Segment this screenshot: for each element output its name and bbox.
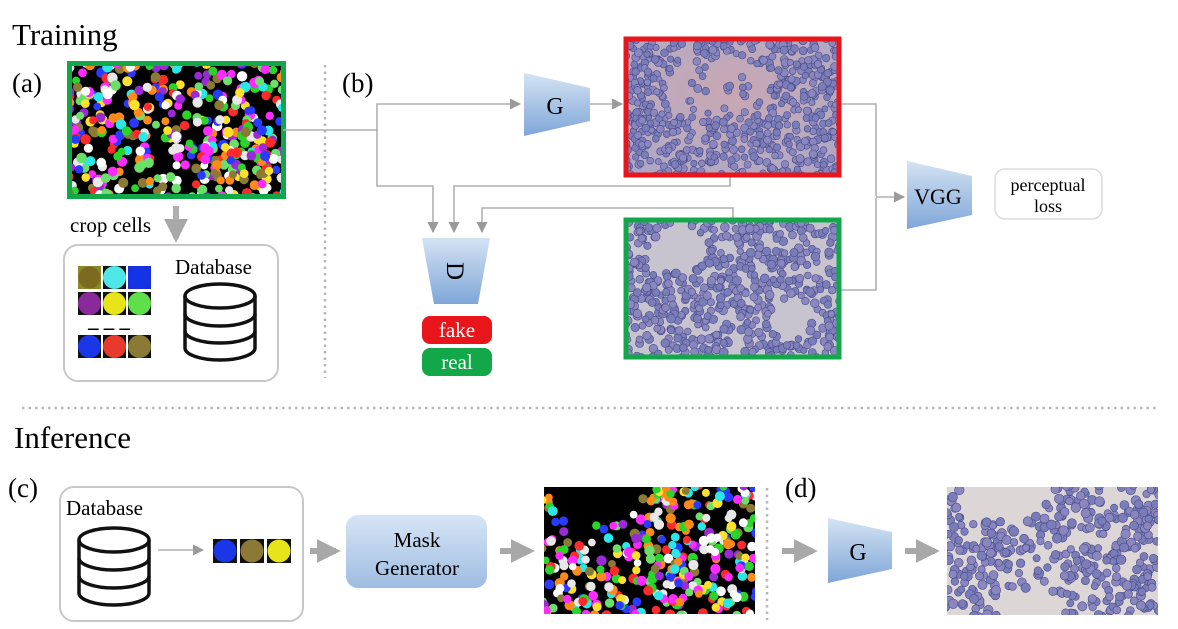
discriminator-label: D	[441, 262, 468, 280]
real-image	[623, 217, 842, 360]
mask-generator-block	[346, 515, 487, 588]
generator-label-inference: G	[849, 540, 866, 566]
database-label-inference: Database	[66, 496, 143, 520]
generator-block-inference	[828, 518, 892, 583]
database-icon	[183, 282, 257, 362]
discriminator-block	[422, 238, 490, 304]
training-title: Training	[12, 17, 118, 52]
panel-label-c: (c)	[8, 473, 38, 503]
panel-label-d: (d)	[785, 473, 816, 503]
fake-badge	[422, 316, 492, 344]
vgg-block	[907, 161, 972, 229]
database-label-training: Database	[175, 255, 252, 279]
fake-badge-label: fake	[439, 318, 475, 342]
training-mask-image	[67, 61, 286, 199]
mask-generator-line2: Generator	[375, 556, 459, 580]
real-badge-label: real	[441, 350, 473, 374]
inference-title: Inference	[14, 420, 131, 455]
mask-generator-line1: Mask	[394, 528, 441, 552]
vgg-label: VGG	[914, 184, 962, 209]
perceptual-loss-box	[994, 168, 1103, 220]
panel-label-b: (b)	[342, 68, 373, 98]
perceptual-loss-line1: perceptual	[1011, 175, 1086, 195]
generated-fake-image	[623, 36, 842, 178]
real-badge	[422, 348, 492, 376]
synthesized-image	[947, 487, 1158, 615]
generator-block-training	[524, 73, 590, 136]
sampled-cell-tiles	[213, 539, 291, 563]
generator-label-training: G	[546, 94, 563, 120]
database-icon	[77, 526, 151, 607]
generated-mask-image	[544, 487, 755, 614]
panel-label-a: (a)	[12, 68, 42, 98]
training-connectors	[283, 98, 906, 291]
perceptual-loss-line2: loss	[1034, 196, 1062, 216]
crop-cells-label: crop cells	[70, 213, 151, 237]
cell-crop-tiles: – – –	[78, 266, 151, 358]
